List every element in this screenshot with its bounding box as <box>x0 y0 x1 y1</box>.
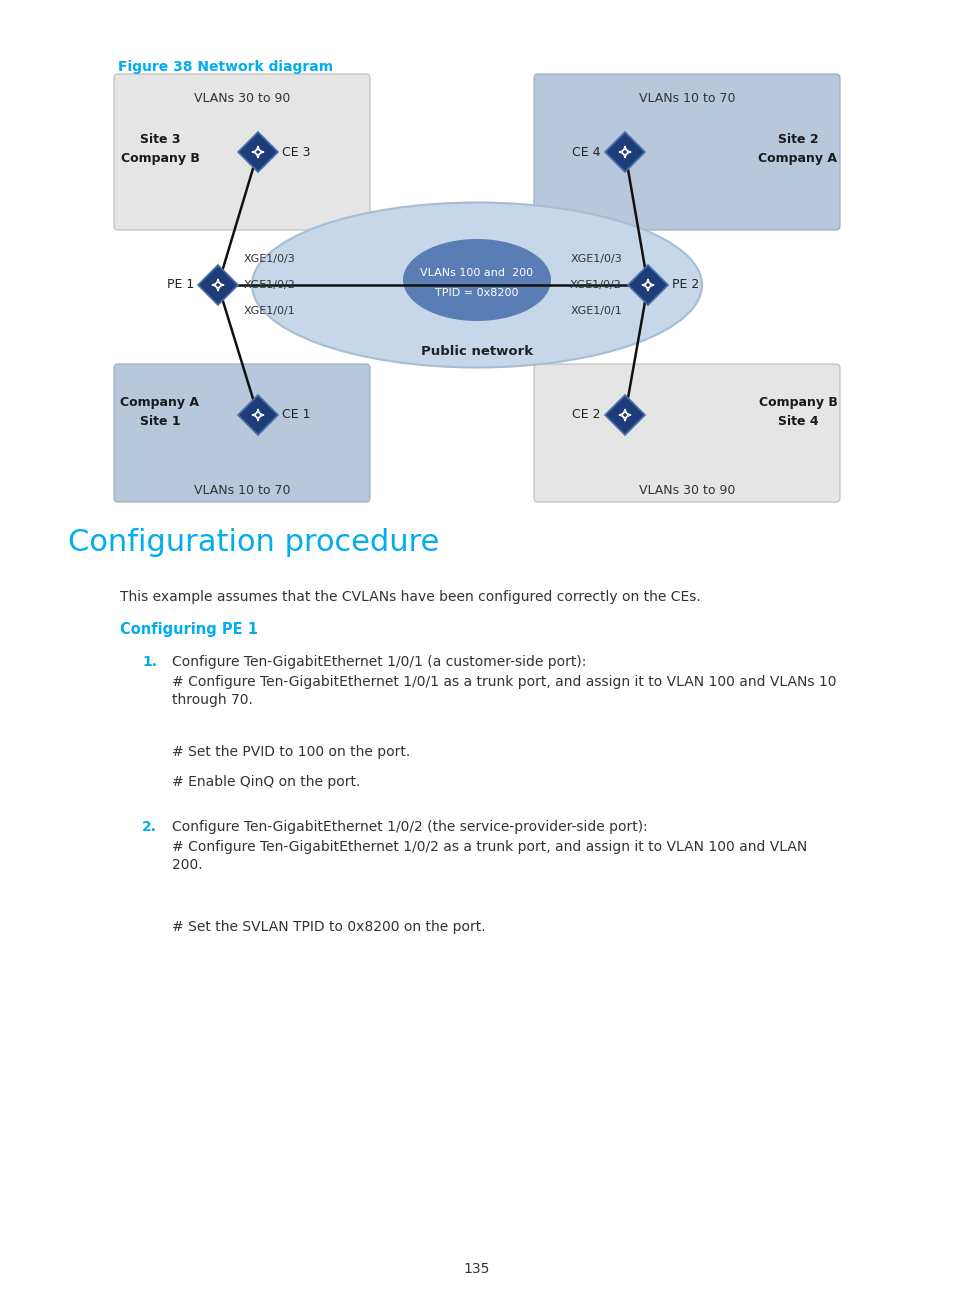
FancyBboxPatch shape <box>534 364 840 502</box>
Text: VLANs 30 to 90: VLANs 30 to 90 <box>639 483 735 496</box>
Text: Site 3
Company B: Site 3 Company B <box>120 133 199 165</box>
Polygon shape <box>237 395 277 435</box>
Text: # Set the SVLAN TPID to 0x8200 on the port.: # Set the SVLAN TPID to 0x8200 on the po… <box>172 920 485 934</box>
Text: Configuration procedure: Configuration procedure <box>68 527 439 557</box>
Text: XGE1/0/3: XGE1/0/3 <box>570 254 621 264</box>
Text: PE 2: PE 2 <box>671 279 699 292</box>
Text: Figure 38 Network diagram: Figure 38 Network diagram <box>118 60 333 74</box>
Text: VLANs 10 to 70: VLANs 10 to 70 <box>193 483 290 496</box>
Text: Company B
Site 4: Company B Site 4 <box>758 397 837 428</box>
Text: Site 2
Company A: Site 2 Company A <box>758 133 837 165</box>
Text: XGE1/0/2: XGE1/0/2 <box>570 280 621 290</box>
Polygon shape <box>198 264 237 305</box>
Text: CE 3: CE 3 <box>282 145 310 158</box>
Text: Company A
Site 1: Company A Site 1 <box>120 397 199 428</box>
Polygon shape <box>627 264 667 305</box>
Text: This example assumes that the CVLANs have been configured correctly on the CEs.: This example assumes that the CVLANs hav… <box>120 590 700 604</box>
Ellipse shape <box>402 238 551 321</box>
Text: 1.: 1. <box>142 654 157 669</box>
Text: through 70.: through 70. <box>172 693 253 708</box>
Text: CE 4: CE 4 <box>572 145 600 158</box>
Polygon shape <box>604 132 644 172</box>
Text: Configure Ten-GigabitEthernet 1/0/2 (the service-provider-side port):: Configure Ten-GigabitEthernet 1/0/2 (the… <box>172 820 647 835</box>
Polygon shape <box>604 395 644 435</box>
Text: XGE1/0/1: XGE1/0/1 <box>244 306 295 316</box>
Text: 200.: 200. <box>172 858 202 872</box>
Text: VLANs 100 and  200: VLANs 100 and 200 <box>420 268 533 279</box>
Text: Configure Ten-GigabitEthernet 1/0/1 (a customer-side port):: Configure Ten-GigabitEthernet 1/0/1 (a c… <box>172 654 586 669</box>
Text: # Enable QinQ on the port.: # Enable QinQ on the port. <box>172 775 360 789</box>
Text: 135: 135 <box>463 1262 490 1277</box>
Text: # Configure Ten-GigabitEthernet 1/0/1 as a trunk port, and assign it to VLAN 100: # Configure Ten-GigabitEthernet 1/0/1 as… <box>172 675 836 689</box>
Text: PE 1: PE 1 <box>167 279 193 292</box>
FancyBboxPatch shape <box>113 74 370 229</box>
Text: XGE1/0/1: XGE1/0/1 <box>570 306 621 316</box>
Text: 2.: 2. <box>142 820 157 835</box>
FancyBboxPatch shape <box>534 74 840 229</box>
Text: XGE1/0/2: XGE1/0/2 <box>244 280 295 290</box>
Text: TPID = 0x8200: TPID = 0x8200 <box>435 288 518 298</box>
Text: VLANs 30 to 90: VLANs 30 to 90 <box>193 92 290 105</box>
Text: # Set the PVID to 100 on the port.: # Set the PVID to 100 on the port. <box>172 745 410 759</box>
Ellipse shape <box>252 202 701 368</box>
Text: # Configure Ten-GigabitEthernet 1/0/2 as a trunk port, and assign it to VLAN 100: # Configure Ten-GigabitEthernet 1/0/2 as… <box>172 840 806 854</box>
Text: CE 1: CE 1 <box>282 408 310 421</box>
Text: XGE1/0/3: XGE1/0/3 <box>244 254 295 264</box>
Text: Configuring PE 1: Configuring PE 1 <box>120 622 257 638</box>
Text: VLANs 10 to 70: VLANs 10 to 70 <box>639 92 735 105</box>
Text: CE 2: CE 2 <box>572 408 600 421</box>
Text: Public network: Public network <box>420 345 533 358</box>
Polygon shape <box>237 132 277 172</box>
FancyBboxPatch shape <box>113 364 370 502</box>
